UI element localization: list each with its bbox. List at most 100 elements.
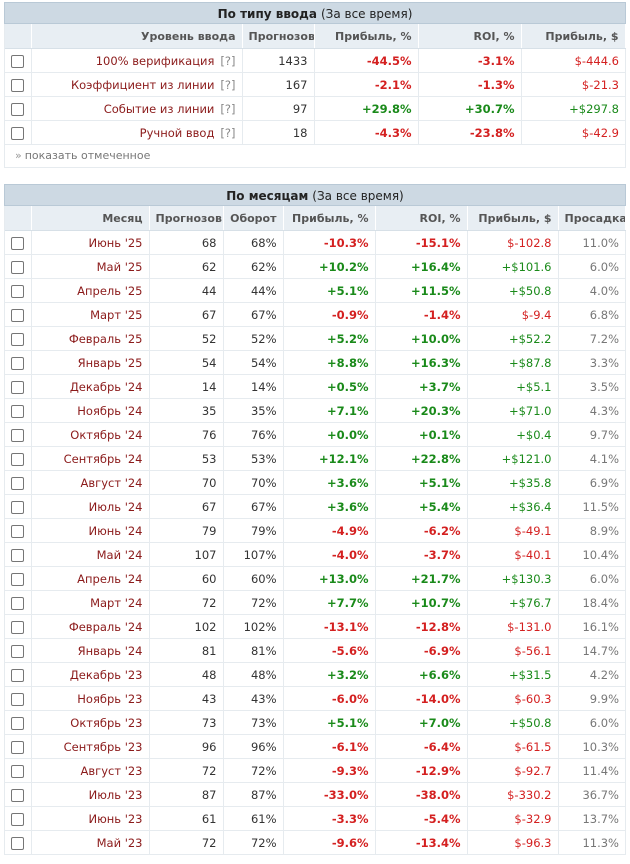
month-link[interactable]: Март '25 (31, 302, 150, 327)
row-checkbox[interactable] (11, 812, 24, 826)
row-checkbox[interactable] (11, 102, 24, 116)
help-link[interactable]: [?] (220, 125, 236, 140)
row-checkbox[interactable] (11, 836, 24, 850)
row-checkbox[interactable] (11, 548, 24, 562)
input-level-link[interactable]: Коэффициент из линии (70, 77, 215, 92)
month-link[interactable]: Ноябрь '23 (31, 686, 150, 711)
row-checkbox[interactable] (11, 284, 24, 298)
row-checkbox[interactable] (11, 356, 24, 370)
month-link[interactable]: Июнь '25 (31, 230, 150, 255)
row-checkbox[interactable] (11, 126, 24, 140)
month-link[interactable]: Июль '23 (31, 782, 150, 807)
row-checkbox[interactable] (11, 260, 24, 274)
month-link[interactable]: Август '23 (31, 758, 150, 783)
profit-pct-cell: +5.2% (283, 326, 376, 351)
row-checkbox[interactable] (11, 54, 24, 68)
row-checkbox[interactable] (11, 644, 24, 658)
row-checkbox[interactable] (11, 668, 24, 682)
input-level-link[interactable]: Событие из линии (103, 101, 215, 116)
drawdown-cell: 8.9% (558, 518, 625, 543)
row-checkbox[interactable] (11, 428, 24, 442)
row-checkbox[interactable] (11, 452, 24, 466)
show-selected-link[interactable]: » показать отмеченное (5, 145, 625, 168)
col-forecasts[interactable]: Прогнозов (242, 24, 315, 49)
row-checkbox-cell (5, 374, 32, 399)
month-link[interactable]: Ноябрь '24 (31, 398, 150, 423)
roi-cell: -1.4% (375, 302, 468, 327)
month-link[interactable]: Февраль '24 (31, 614, 150, 639)
col-profit-pct[interactable]: Прибыль, % (314, 24, 419, 49)
month-link[interactable]: Сентябрь '23 (31, 734, 150, 759)
input-type-table: Уровень ввода Прогнозов Прибыль, % ROI, … (5, 24, 626, 145)
col-profit-pct[interactable]: Прибыль, % (283, 206, 376, 231)
row-checkbox[interactable] (11, 332, 24, 346)
col-input-level[interactable]: Уровень ввода (31, 24, 243, 49)
row-checkbox[interactable] (11, 524, 24, 538)
row-checkbox[interactable] (11, 764, 24, 778)
col-turnover[interactable]: Оборот (223, 206, 284, 231)
help-link[interactable]: [?] (220, 77, 236, 92)
month-link[interactable]: Июнь '23 (31, 806, 150, 831)
row-checkbox[interactable] (11, 78, 24, 92)
month-link[interactable]: Январь '24 (31, 638, 150, 663)
row-checkbox[interactable] (11, 404, 24, 418)
row-checkbox[interactable] (11, 596, 24, 610)
month-row: Август '23 72 72% -9.3% -12.9% $-92.7 11.4% (5, 758, 625, 783)
profit-pct-cell: -4.9% (283, 518, 376, 543)
forecasts-cell: 79 (149, 518, 224, 543)
help-link[interactable]: [?] (220, 101, 236, 116)
col-profit-usd[interactable]: Прибыль, $ (467, 206, 559, 231)
row-checkbox[interactable] (11, 716, 24, 730)
help-link[interactable]: [?] (220, 53, 236, 68)
month-link[interactable]: Апрель '25 (31, 278, 150, 303)
row-checkbox[interactable] (11, 476, 24, 490)
row-checkbox[interactable] (11, 572, 24, 586)
col-forecasts[interactable]: Прогнозов (149, 206, 224, 231)
month-link[interactable]: Октябрь '23 (31, 710, 150, 735)
input-type-row: 100% верификация [?] 1433 -44.5% -3.1% $-444.… (5, 48, 625, 73)
month-link[interactable]: Сентябрь '24 (31, 446, 150, 471)
month-link[interactable]: Июнь '24 (31, 518, 150, 543)
roi-cell: -14.0% (375, 686, 468, 711)
month-link[interactable]: Май '25 (31, 254, 150, 279)
row-checkbox-cell (5, 542, 32, 567)
turnover-cell: 72% (223, 758, 284, 783)
month-link[interactable]: Декабрь '24 (31, 374, 150, 399)
row-checkbox[interactable] (11, 308, 24, 322)
drawdown-cell: 4.3% (558, 398, 625, 423)
month-link[interactable]: Май '23 (31, 830, 150, 855)
month-row: Сентябрь '24 53 53% +12.1% +22.8% +$121.0 4.1% (5, 446, 625, 471)
month-link[interactable]: Март '24 (31, 590, 150, 615)
row-checkbox[interactable] (11, 740, 24, 754)
profit-usd-cell: +$5.1 (467, 374, 559, 399)
col-roi[interactable]: ROI, % (418, 24, 522, 49)
row-checkbox[interactable] (11, 380, 24, 394)
month-link[interactable]: Декабрь '23 (31, 662, 150, 687)
row-checkbox[interactable] (11, 500, 24, 514)
input-level-link[interactable]: Ручной ввод (139, 125, 215, 140)
drawdown-cell: 3.3% (558, 350, 625, 375)
month-link[interactable]: Октябрь '24 (31, 422, 150, 447)
turnover-cell: 102% (223, 614, 284, 639)
row-checkbox[interactable] (11, 692, 24, 706)
month-table: Месяц Прогнозов Оборот Прибыль, % ROI, %… (5, 206, 626, 855)
forecasts-cell: 102 (149, 614, 224, 639)
drawdown-cell: 14.7% (558, 638, 625, 663)
month-link[interactable]: Февраль '25 (31, 326, 150, 351)
col-month[interactable]: Месяц (31, 206, 150, 231)
col-profit-usd[interactable]: Прибыль, $ (521, 24, 626, 49)
month-link[interactable]: Апрель '24 (31, 566, 150, 591)
row-checkbox[interactable] (11, 620, 24, 634)
month-link[interactable]: Май '24 (31, 542, 150, 567)
input-level-cell: Коэффициент из линии [?] (31, 72, 243, 97)
row-checkbox[interactable] (11, 788, 24, 802)
month-link[interactable]: Август '24 (31, 470, 150, 495)
month-row: Сентябрь '23 96 96% -6.1% -6.4% $-61.5 10.3% (5, 734, 625, 759)
month-link[interactable]: Июль '24 (31, 494, 150, 519)
row-checkbox-cell (5, 494, 32, 519)
col-drawdown[interactable]: Просадка (558, 206, 626, 231)
row-checkbox[interactable] (11, 236, 24, 250)
month-link[interactable]: Январь '25 (31, 350, 150, 375)
input-level-link[interactable]: 100% верификация (95, 53, 215, 68)
col-roi[interactable]: ROI, % (375, 206, 468, 231)
